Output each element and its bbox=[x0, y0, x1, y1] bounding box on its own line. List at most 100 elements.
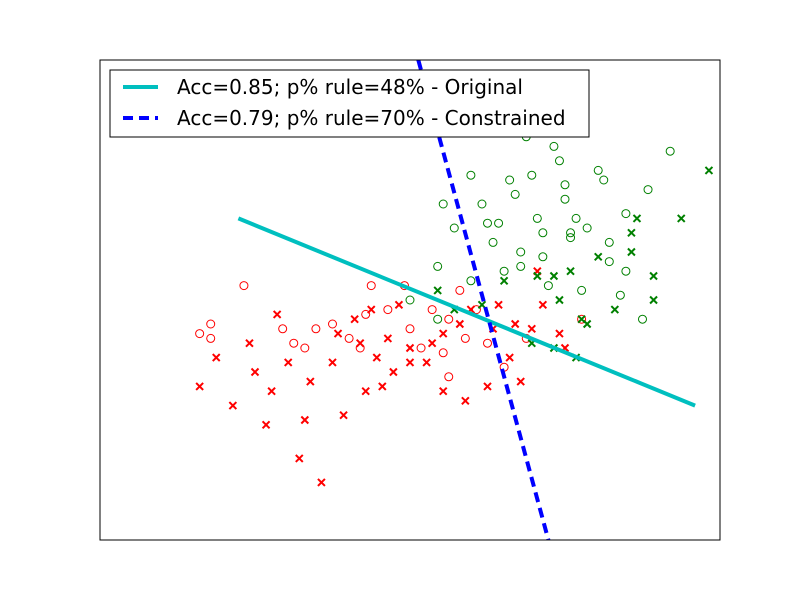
green-x-point bbox=[610, 305, 620, 314]
green-circle-point bbox=[577, 285, 587, 295]
red-x-point bbox=[405, 358, 415, 367]
red-x-point bbox=[427, 338, 437, 348]
green-circle-point bbox=[532, 213, 542, 223]
green-x-point bbox=[499, 276, 509, 286]
green-circle-point bbox=[554, 156, 564, 166]
red-circle-point bbox=[328, 319, 337, 329]
green-circle-point bbox=[505, 175, 515, 185]
red-circle-point bbox=[300, 343, 310, 353]
red-circle-point bbox=[206, 333, 216, 343]
green-x-point bbox=[632, 214, 642, 223]
green-circle-point bbox=[438, 199, 448, 209]
green-circle-point bbox=[566, 233, 576, 243]
red-circle-point bbox=[344, 333, 354, 343]
red-x-point bbox=[510, 319, 520, 329]
green-circle-point bbox=[405, 295, 415, 305]
green-x-point bbox=[704, 166, 714, 175]
red-circle-point bbox=[460, 333, 470, 343]
red-x-point bbox=[422, 358, 431, 367]
red-circle-point bbox=[195, 329, 205, 339]
red-circle-point bbox=[239, 281, 249, 291]
red-x-point bbox=[494, 300, 503, 310]
green-circle-point bbox=[494, 218, 504, 228]
red-x-point bbox=[455, 319, 465, 329]
red-x-point bbox=[267, 386, 276, 396]
green-circle-point bbox=[466, 170, 476, 180]
green-circle-point bbox=[538, 252, 548, 262]
red-x-point bbox=[394, 300, 404, 310]
red-x-point bbox=[195, 382, 204, 391]
data-points bbox=[195, 132, 714, 487]
red-x-point bbox=[350, 314, 359, 324]
green-circle-point bbox=[466, 276, 476, 286]
red-x-point bbox=[439, 386, 448, 396]
red-circle-point bbox=[577, 314, 587, 324]
red-x-point bbox=[300, 415, 310, 425]
legend: Acc=0.85; p% rule=48% - Original Acc=0.7… bbox=[109, 69, 590, 138]
legend-label-constrained: Acc=0.79; p% rule=70% - Constrained bbox=[177, 106, 566, 130]
green-circle-point bbox=[488, 237, 498, 247]
green-circle-point bbox=[538, 228, 548, 238]
green-circle-point bbox=[527, 170, 537, 180]
green-circle-point bbox=[615, 290, 625, 300]
red-x-point bbox=[367, 305, 376, 314]
green-x-point bbox=[627, 228, 636, 238]
green-circle-point bbox=[477, 199, 487, 209]
plot-frame bbox=[99, 59, 721, 541]
green-circle-point bbox=[449, 223, 459, 233]
legend-label-original: Acc=0.85; p% rule=48% - Original bbox=[177, 75, 523, 99]
green-circle-point bbox=[621, 266, 631, 276]
red-circle-point bbox=[427, 305, 437, 315]
red-circle-point bbox=[278, 324, 288, 334]
red-x-point bbox=[355, 338, 365, 348]
green-circle-point bbox=[510, 189, 520, 199]
red-x-point bbox=[212, 353, 221, 362]
green-circle-point bbox=[483, 218, 492, 228]
red-circle-point bbox=[361, 309, 371, 319]
red-x-point bbox=[372, 353, 381, 362]
green-circle-point bbox=[433, 261, 443, 271]
red-circle-point bbox=[455, 285, 465, 295]
green-circle-point bbox=[543, 281, 553, 291]
green-x-point bbox=[533, 271, 542, 281]
red-x-point bbox=[483, 382, 492, 391]
red-x-point bbox=[284, 358, 293, 367]
red-x-point bbox=[245, 338, 254, 348]
red-x-point bbox=[378, 382, 387, 391]
green-circle-point bbox=[604, 237, 614, 247]
green-x-point bbox=[582, 319, 592, 329]
green-circle-point bbox=[549, 141, 559, 151]
red-x-point bbox=[339, 410, 348, 420]
red-x-point bbox=[555, 329, 564, 338]
red-x-point bbox=[361, 386, 370, 396]
red-x-point bbox=[317, 478, 326, 487]
green-x-point bbox=[433, 286, 442, 295]
red-x-point bbox=[383, 334, 393, 343]
red-x-point bbox=[250, 367, 260, 377]
green-circle-point bbox=[566, 228, 576, 238]
constrained-boundary-line bbox=[416, 60, 551, 540]
red-circle-point bbox=[311, 324, 321, 334]
red-x-point bbox=[439, 329, 448, 338]
red-x-point bbox=[505, 353, 514, 362]
green-circle-point bbox=[638, 314, 647, 324]
green-circle-point bbox=[560, 194, 570, 204]
green-circle-point bbox=[571, 213, 581, 223]
legend-box bbox=[109, 69, 590, 138]
green-circle-point bbox=[599, 175, 609, 185]
green-circle-point bbox=[582, 223, 592, 233]
red-circle-point bbox=[471, 305, 481, 315]
green-circle-point bbox=[516, 261, 526, 271]
red-x-point bbox=[527, 324, 536, 334]
red-x-point bbox=[228, 401, 238, 410]
red-circle-point bbox=[444, 372, 454, 382]
green-x-point bbox=[649, 271, 658, 281]
red-circle-point bbox=[438, 348, 448, 358]
green-x-point bbox=[677, 214, 686, 223]
red-x-point bbox=[389, 367, 398, 377]
green-x-point bbox=[549, 271, 559, 281]
red-x-point bbox=[538, 300, 548, 310]
green-x-point bbox=[555, 295, 564, 305]
red-x-point bbox=[261, 420, 271, 430]
red-circle-point bbox=[289, 338, 299, 348]
